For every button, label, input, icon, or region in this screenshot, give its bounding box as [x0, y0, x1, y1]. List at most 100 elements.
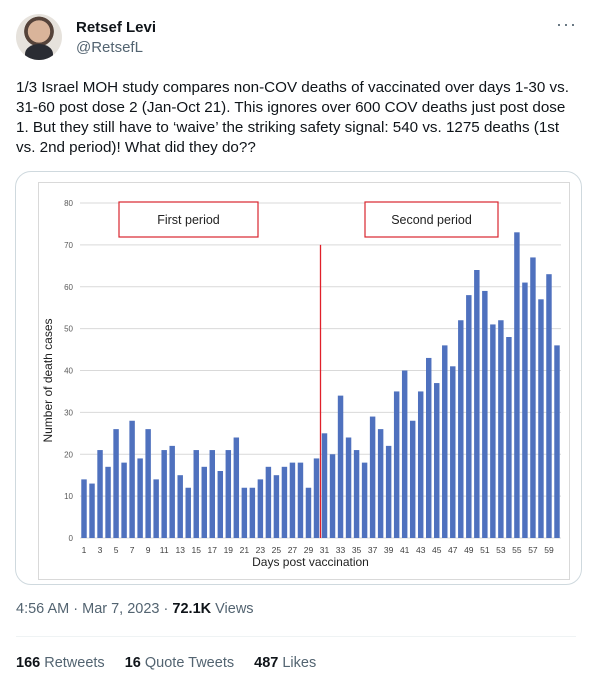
bar — [538, 299, 544, 538]
y-tick-label: 0 — [69, 534, 74, 543]
x-tick-label: 47 — [448, 545, 458, 555]
likes-label: Likes — [282, 655, 317, 671]
bar — [313, 458, 320, 538]
bar — [377, 429, 384, 538]
bar — [554, 345, 560, 538]
bar — [498, 320, 504, 538]
bar — [369, 416, 376, 538]
y-tick-label: 60 — [64, 283, 73, 292]
x-tick-label: 23 — [256, 545, 266, 555]
bar — [337, 395, 344, 538]
bar — [105, 466, 111, 538]
x-tick-label: 43 — [416, 545, 426, 555]
bar — [201, 466, 207, 538]
y-tick-label: 80 — [64, 199, 73, 208]
bar — [514, 232, 520, 538]
x-tick-label: 15 — [192, 545, 202, 555]
x-tick-label: 49 — [464, 545, 474, 555]
bar — [289, 462, 296, 538]
bar — [273, 475, 280, 538]
retweets-stat[interactable]: 166 Retweets — [16, 655, 105, 671]
chart-frame: 0 10 20 30 40 50 60 70 80 1 3 5 7 9 11 13 15 17 19 21 23 25 27… — [38, 182, 570, 580]
bar — [482, 290, 488, 538]
bar — [409, 420, 416, 538]
bar — [345, 437, 352, 538]
more-horizontal-icon[interactable]: ··· — [556, 14, 577, 34]
x-tick-label: 31 — [320, 545, 330, 555]
bar — [233, 437, 240, 538]
likes-count: 487 — [254, 655, 279, 671]
bar — [169, 445, 175, 538]
x-tick-label: 7 — [130, 545, 135, 555]
bar — [506, 337, 512, 538]
x-tick-label: 33 — [336, 545, 346, 555]
x-tick-label: 53 — [496, 545, 506, 555]
bar — [458, 320, 464, 538]
views-count: 72.1K — [172, 601, 212, 617]
x-tick-label: 5 — [114, 545, 119, 555]
author-handle[interactable]: @RetsefL — [76, 39, 143, 56]
views-label: Views — [215, 601, 254, 617]
x-tick-label: 41 — [400, 545, 410, 555]
y-tick-label: 20 — [64, 450, 73, 459]
y-tick-label: 30 — [64, 408, 73, 417]
x-axis-label: Days post vaccination — [252, 555, 369, 569]
author-avatar[interactable] — [16, 14, 62, 60]
divider — [16, 636, 576, 637]
y-tick-label: 70 — [64, 241, 73, 250]
engagement-stats: 166 Retweets 16 Quote Tweets 487 Likes — [16, 655, 332, 671]
bar — [434, 383, 440, 538]
bar — [161, 450, 167, 538]
retweets-count: 166 — [16, 655, 41, 671]
bar — [113, 429, 119, 538]
bar — [121, 462, 127, 538]
y-axis-label: Number of death cases — [41, 318, 55, 442]
bar — [450, 366, 456, 538]
bar — [145, 429, 151, 538]
x-tick-label: 27 — [288, 545, 298, 555]
author-name[interactable]: Retsef Levi — [76, 19, 157, 36]
bar — [385, 445, 392, 538]
tweet-date[interactable]: Mar 7, 2023 — [82, 601, 160, 617]
tweet-media[interactable]: 0 10 20 30 40 50 60 70 80 1 3 5 7 9 11 13 15 17 19 21 23 25 27… — [15, 171, 582, 585]
x-tick-label: 59 — [544, 545, 554, 555]
bar — [393, 391, 400, 538]
bar — [530, 257, 536, 538]
bar — [297, 462, 304, 538]
bar — [305, 487, 312, 538]
x-tick-label: 29 — [304, 545, 314, 555]
x-tick-label: 55 — [512, 545, 522, 555]
tweet-meta: 4:56 AM · Mar 7, 2023 · 72.1K Views — [16, 601, 254, 617]
first-period-label: First period — [157, 213, 220, 227]
x-tick-label: 3 — [98, 545, 103, 555]
bar — [209, 450, 216, 538]
x-tick-label: 37 — [368, 545, 378, 555]
x-tick-label: 39 — [384, 545, 394, 555]
bar — [417, 391, 424, 538]
quotes-count: 16 — [124, 655, 141, 671]
bar — [490, 324, 496, 538]
x-tick-label: 13 — [175, 545, 185, 555]
bar — [225, 450, 232, 538]
quote-tweets-stat[interactable]: 16 Quote Tweets — [125, 655, 234, 671]
x-tick-label: 17 — [208, 545, 218, 555]
x-tick-label: 11 — [160, 545, 169, 555]
first-period-label-box — [118, 201, 259, 238]
x-tick-label: 45 — [432, 545, 442, 555]
tweet-time[interactable]: 4:56 AM — [16, 601, 70, 617]
second-period-label-box — [364, 201, 499, 238]
x-tick-label: 35 — [352, 545, 362, 555]
bar — [329, 454, 336, 538]
bar — [425, 357, 432, 538]
y-tick-label: 40 — [64, 367, 73, 376]
y-tick-label: 10 — [64, 492, 73, 501]
bar — [466, 295, 472, 538]
x-tick-label: 9 — [146, 545, 151, 555]
meta-separator: · — [73, 601, 79, 617]
second-period-label: Second period — [391, 213, 472, 227]
bar — [442, 345, 448, 538]
likes-stat[interactable]: 487 Likes — [254, 655, 316, 671]
y-tick-label: 50 — [64, 325, 73, 334]
bar — [265, 466, 272, 538]
